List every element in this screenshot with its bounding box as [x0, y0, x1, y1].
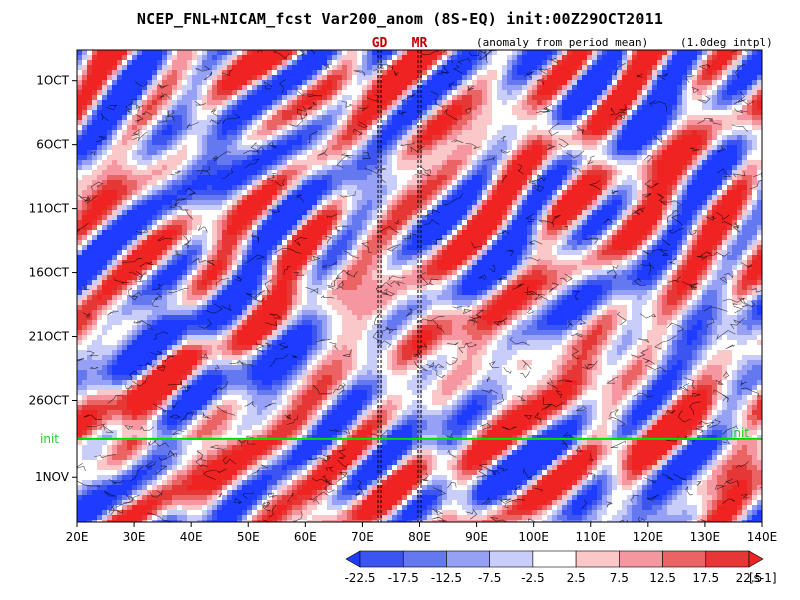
x-tick-label: 130E [690, 530, 721, 544]
x-tick-label: 120E [633, 530, 664, 544]
anomaly-field [77, 50, 762, 522]
colorbar-label: -17.5 [388, 571, 419, 585]
x-tick-label: 140E [747, 530, 778, 544]
x-axis: 20E 30E 40E 50E 60E 70E 80E 90E 100E 110E 120E 130E… [66, 522, 778, 544]
colorbar-swatch [575, 550, 620, 568]
x-tick-label: 20E [66, 530, 89, 544]
colorbar-unit: [s-1] [749, 571, 777, 585]
colorbar-label: 7.5 [610, 571, 629, 585]
colorbar-label: -7.5 [478, 571, 501, 585]
colorbar-swatch [705, 550, 750, 568]
colorbar-label: 2.5 [567, 571, 586, 585]
x-tick-label: 100E [518, 530, 549, 544]
colorbar-swatch [359, 550, 404, 568]
x-tick-label: 60E [294, 530, 317, 544]
marker-label: MR [412, 36, 428, 51]
contour-lines [77, 50, 762, 522]
y-tick-label: 6OCT [36, 138, 69, 152]
marker-lines [377, 50, 422, 522]
colorbar-label: -22.5 [344, 571, 375, 585]
colorbar-swatch [489, 550, 534, 568]
anomaly-note: (anomaly from period mean) [476, 36, 649, 49]
x-tick-label: 110E [576, 530, 607, 544]
chart-title: NCEP_FNL+NICAM_fcst Var200_anom (8S-EQ) … [136, 10, 664, 28]
marker-label: GD [372, 36, 388, 51]
colorbar-label: 12.5 [649, 571, 676, 585]
y-tick-label: 16OCT [29, 266, 70, 280]
x-tick-label: 50E [237, 530, 260, 544]
y-tick-label: 21OCT [29, 330, 70, 344]
colorbar-label: 22.5 [736, 571, 763, 585]
y-tick-label: 1NOV [35, 470, 70, 484]
colorbar-swatch [662, 550, 707, 568]
colorbar: -22.5 -17.5 -12.5 -7.5 -2.5 2.5 7.5 12.5 17.5 22.… [344, 550, 777, 585]
y-tick-label: 11OCT [29, 202, 70, 216]
y-tick-label: 1OCT [36, 74, 69, 88]
y-axis: 1OCT 6OCT 11OCT 16OCT 21OCT 26OCT 1NOV [29, 74, 77, 484]
colorbar-swatch [532, 550, 577, 568]
colorbar-label: -2.5 [521, 571, 544, 585]
colorbar-low-arrow [345, 550, 361, 568]
init-label: init [40, 432, 59, 446]
x-tick-label: 70E [351, 530, 374, 544]
colorbar-high-arrow [748, 550, 764, 568]
marker-labels: GD MR [372, 36, 428, 51]
colorbar-swatch [619, 550, 663, 568]
x-tick-label: 90E [465, 530, 488, 544]
colorbar-swatch [446, 550, 490, 568]
colorbar-swatch [402, 550, 447, 568]
colorbar-label: 17.5 [692, 571, 719, 585]
colorbar-label: -12.5 [431, 571, 462, 585]
y-tick-label: 26OCT [29, 393, 70, 407]
x-tick-label: 80E [408, 530, 431, 544]
x-tick-label: 40E [180, 530, 203, 544]
init-label-right: init [730, 426, 749, 440]
interpolation-note: (1.0deg intpl) [680, 36, 773, 49]
x-tick-label: 30E [123, 530, 146, 544]
